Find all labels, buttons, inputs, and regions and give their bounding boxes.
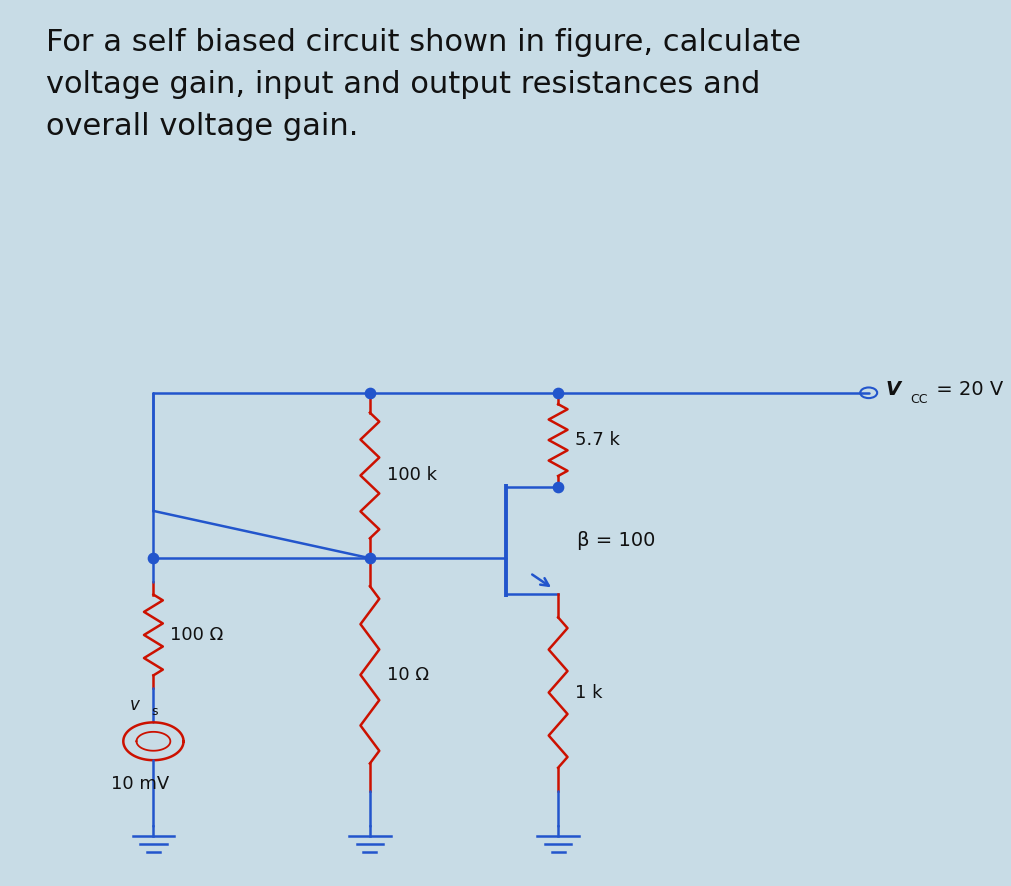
Point bbox=[550, 385, 566, 400]
Text: 100 k: 100 k bbox=[386, 467, 437, 485]
Text: 100 Ω: 100 Ω bbox=[170, 626, 223, 644]
Point bbox=[362, 551, 378, 565]
Text: 10 Ω: 10 Ω bbox=[386, 666, 429, 684]
Text: = 20 V: = 20 V bbox=[929, 380, 1002, 400]
Text: CC: CC bbox=[909, 393, 927, 407]
Text: 5.7 k: 5.7 k bbox=[574, 431, 620, 449]
Text: V: V bbox=[885, 380, 900, 400]
Text: 1 k: 1 k bbox=[574, 684, 602, 702]
Point bbox=[362, 385, 378, 400]
Text: s: s bbox=[152, 705, 158, 719]
Text: v: v bbox=[129, 696, 140, 713]
Point bbox=[550, 480, 566, 494]
Text: 10 mV: 10 mV bbox=[111, 775, 169, 793]
Text: β = 100: β = 100 bbox=[576, 531, 655, 550]
Point bbox=[146, 551, 162, 565]
Text: For a self biased circuit shown in figure, calculate
voltage gain, input and out: For a self biased circuit shown in figur… bbox=[45, 28, 800, 141]
